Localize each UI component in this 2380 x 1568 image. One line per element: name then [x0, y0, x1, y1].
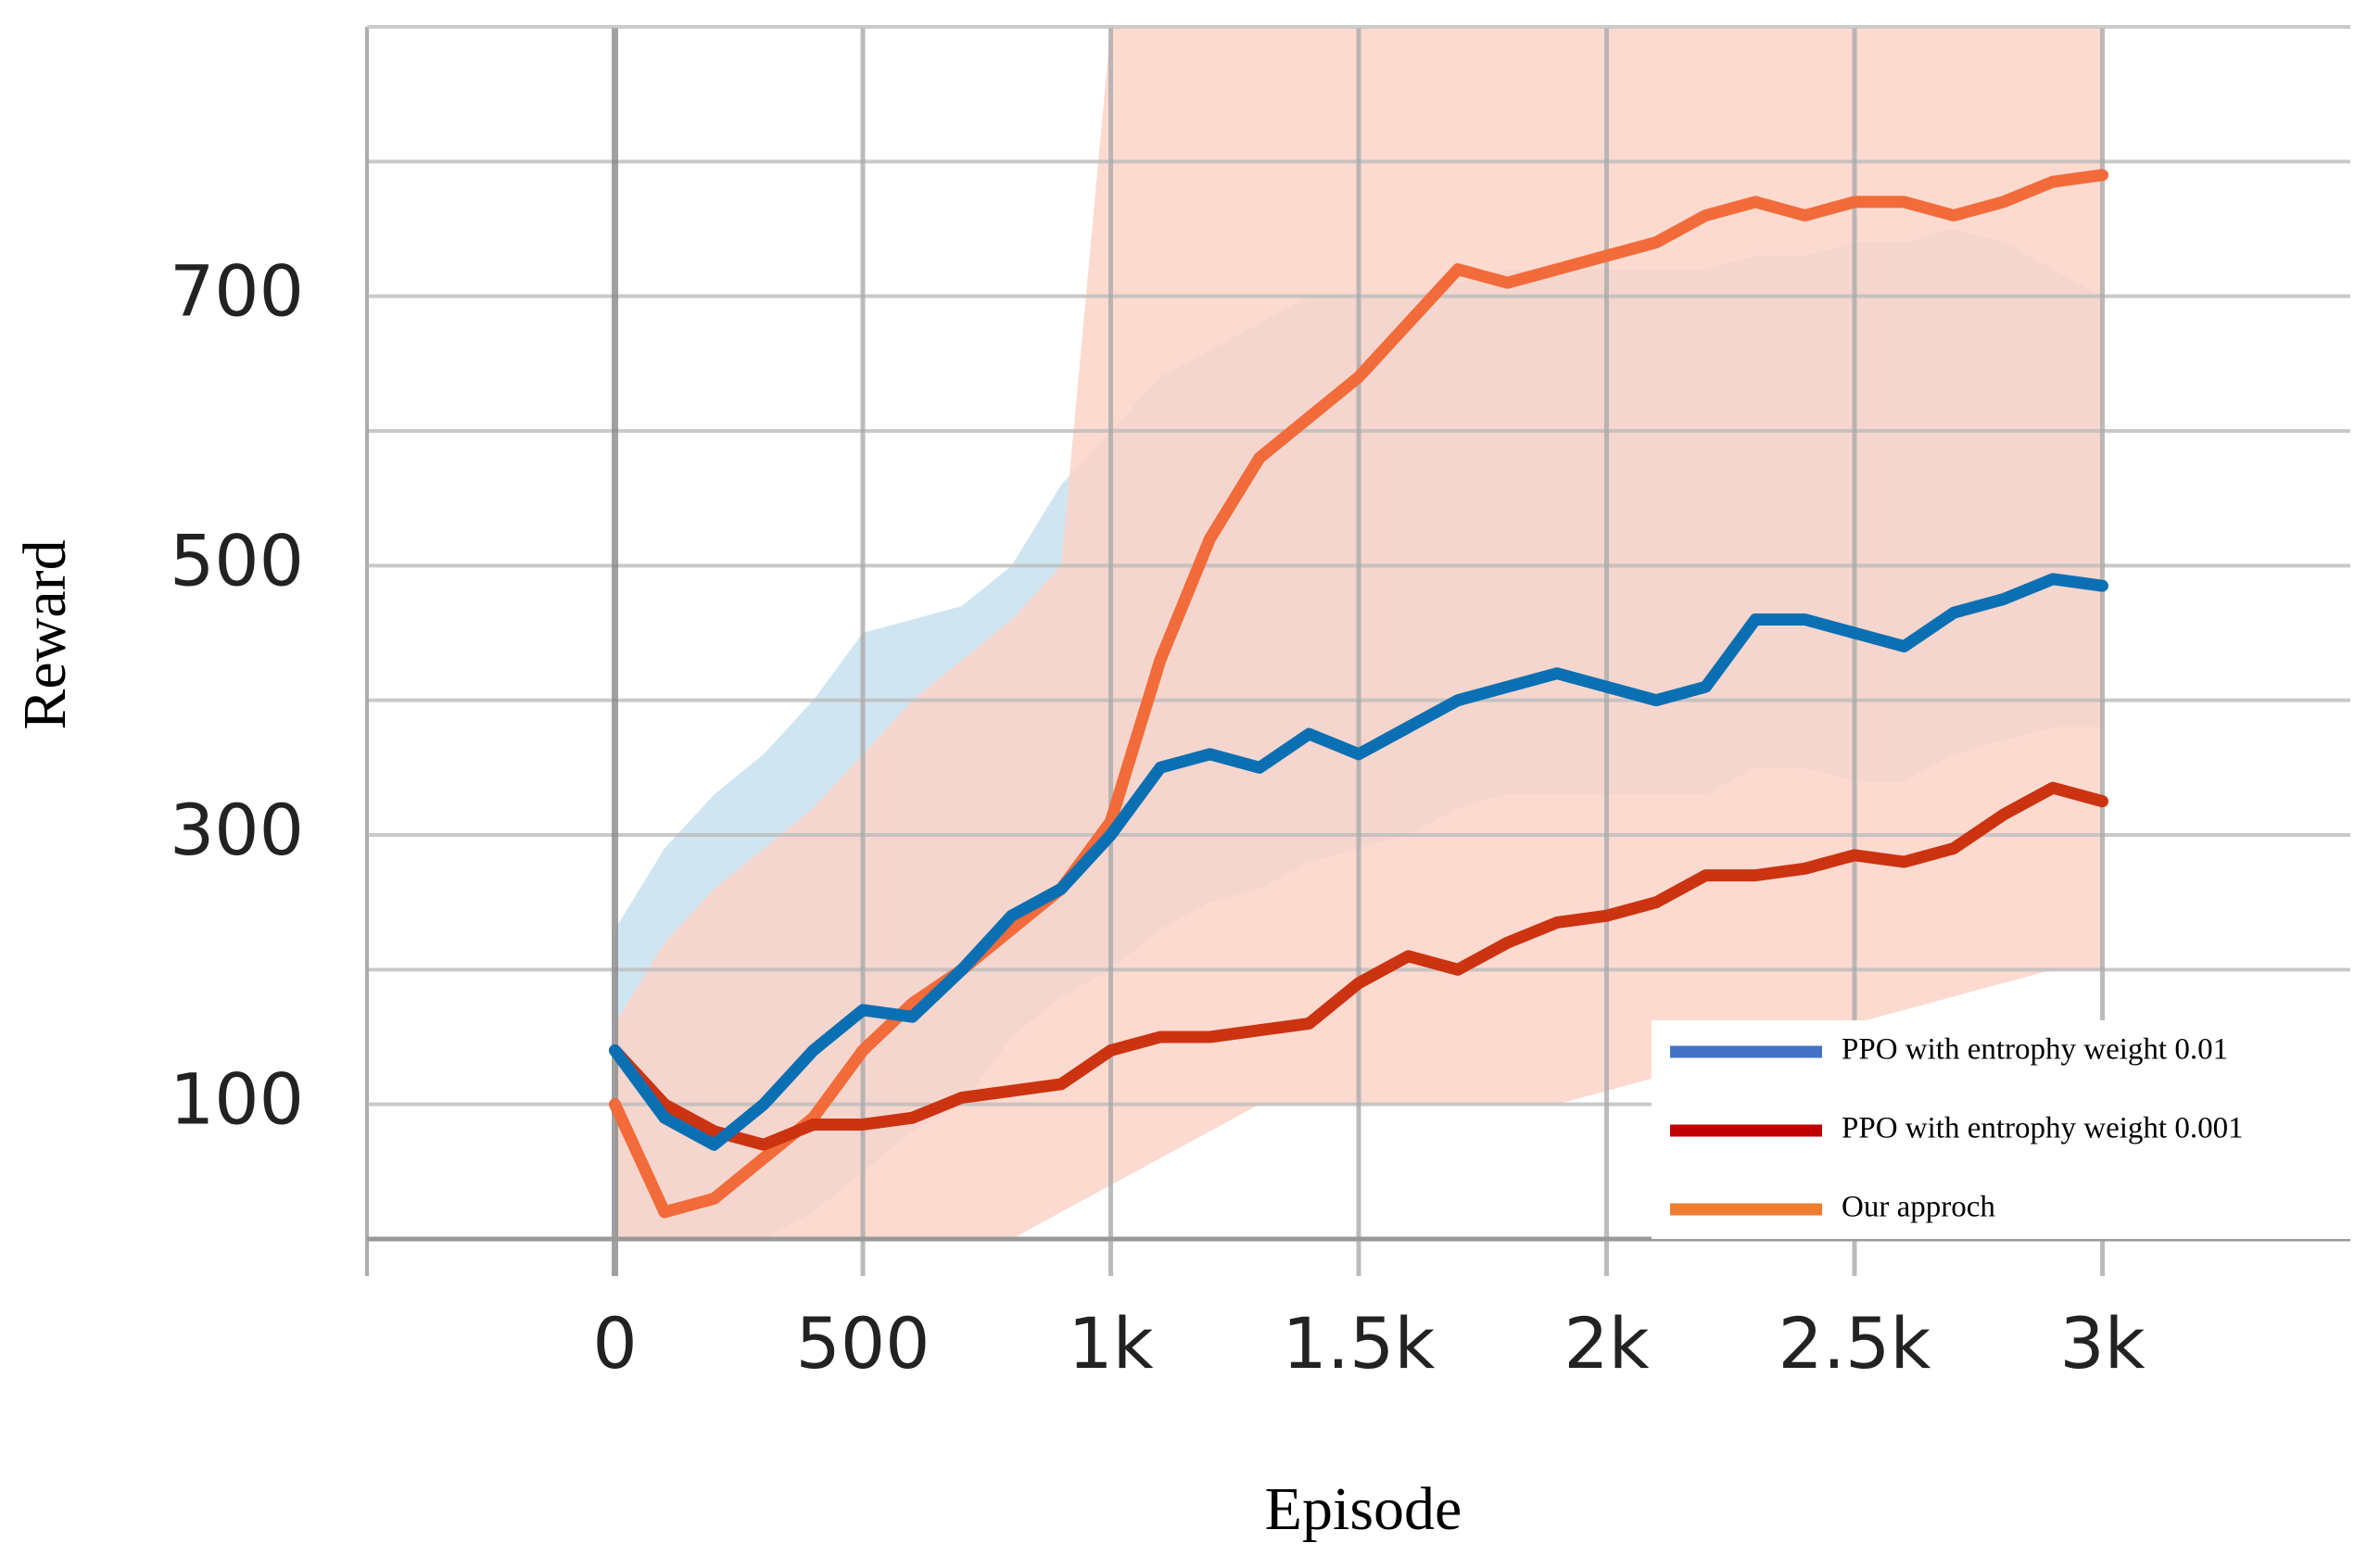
x-tick-label: 2.5k	[1779, 1302, 1931, 1385]
y-axis-title: Reward	[11, 539, 79, 729]
series-line	[609, 169, 2108, 1219]
x-tick-label: 500	[795, 1302, 930, 1385]
lines	[609, 169, 2108, 1219]
y-tick-label: 700	[170, 250, 304, 333]
x-tick-label: 1k	[1068, 1302, 1153, 1385]
legend-label: PPO with entrophy weight 0.001	[1842, 1112, 2244, 1145]
x-tick-label: 1.5k	[1283, 1302, 1436, 1385]
series-line	[609, 781, 2108, 1151]
legend-label: PPO with entrophy weight 0.01	[1842, 1033, 2228, 1067]
x-tick-label: 2k	[1563, 1302, 1649, 1385]
y-tick-label: 300	[170, 789, 304, 871]
labels: 100 300 500 700 0 500 1k 1.5k 2k 2.5k 3k	[170, 250, 2146, 1385]
y-tick-label: 100	[170, 1058, 304, 1141]
x-tick-label: 3k	[2059, 1302, 2145, 1385]
x-tick-label: 0	[592, 1302, 637, 1385]
legend: PPO with entrophy weight 0.01 PPO with en…	[1652, 1020, 2350, 1239]
legend-label: Our approch	[1842, 1191, 1995, 1224]
series-line	[609, 573, 2108, 1151]
x-axis-title: Episode	[1265, 1475, 1462, 1543]
y-tick-label: 500	[170, 519, 304, 601]
